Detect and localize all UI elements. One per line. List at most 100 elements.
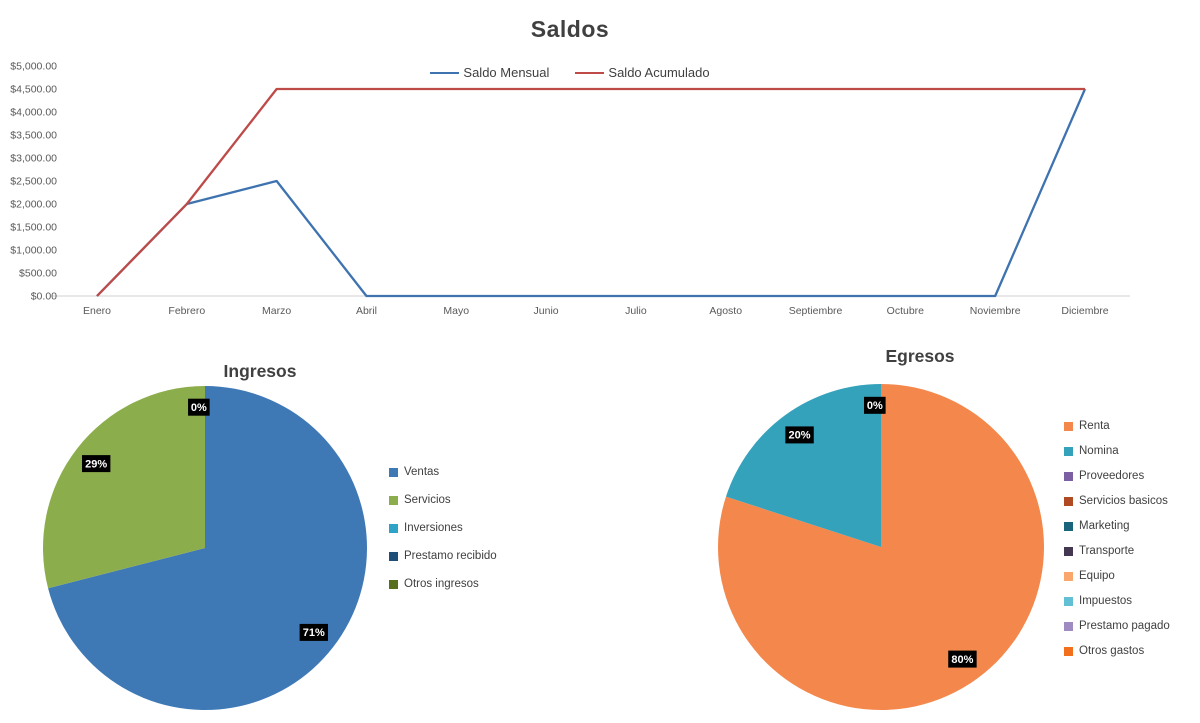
legend-item-inversiones[interactable]: Inversiones [389,522,497,534]
pie-data-label: 0% [864,396,886,414]
legend-swatch [389,467,398,477]
x-axis-label-abril: Abril [356,305,377,317]
pie-data-label: 80% [948,650,977,668]
legend-item-transporte[interactable]: Transporte [1064,545,1170,557]
legend-item-prestamo-recibido[interactable]: Prestamo recibido [389,550,497,562]
x-axis-label-marzo: Marzo [262,305,291,317]
legend-item-saldo-mensual[interactable]: Saldo Mensual [430,65,549,80]
legend-item-proveedores[interactable]: Proveedores [1064,470,1170,482]
legend-label: Prestamo recibido [404,550,497,562]
data-label-box [948,650,977,668]
legend-swatch [1064,571,1073,581]
x-axis-label-septiembre: Septiembre [789,305,843,317]
legend-label: Ventas [404,466,440,478]
legend-swatch [1064,546,1073,556]
pie-slice-renta[interactable] [717,384,1044,710]
data-label-box [299,623,329,641]
pie-data-label: 71% [299,623,329,641]
legend-item-servicios-basicos[interactable]: Servicios basicos [1064,495,1170,507]
series-line-saldo-mensual[interactable] [96,88,1087,298]
line-chart-title: Saldos [530,16,610,42]
legend-label: Impuestos [1079,595,1133,607]
x-axis-label-julio: Julio [625,305,647,317]
x-axis-label-mayo: Mayo [443,305,469,317]
data-label-text: 71% [303,627,325,639]
legend-label: Proveedores [1079,470,1145,482]
legend-label: Transporte [1079,545,1135,557]
legend-label: Servicios basicos [1079,495,1168,507]
y-axis-tick-label: $3,000.00 [10,153,57,165]
y-axis-tick-label: $4,000.00 [10,107,57,119]
egresos-pie-title: Egresos [885,346,955,366]
legend-swatch [1064,446,1073,456]
legend-swatch [1064,496,1073,506]
y-axis-tick-label: $4,500.00 [10,84,57,96]
legend-item-ventas[interactable]: Ventas [389,466,497,478]
series-line-saldo-acumulado[interactable] [96,87,1085,297]
legend-swatch [1064,421,1073,431]
data-label-text: 29% [85,458,107,470]
x-axis-label-junio: Junio [534,305,559,317]
data-label-box [81,455,111,473]
legend-label: Prestamo pagado [1079,620,1170,632]
legend-swatch [389,495,398,505]
legend-swatch [1064,646,1073,656]
y-axis-tick-label: $3,500.00 [10,130,57,142]
legend-label: Saldo Acumulado [608,65,710,80]
data-label-box [864,396,886,414]
ingresos-pie-legend[interactable]: Ventas Servicios Inversiones Prestamo recib… [389,466,497,590]
legend-item-marketing[interactable]: Marketing [1064,520,1170,532]
legend-label: Marketing [1079,520,1130,532]
legend-swatch [1064,621,1073,631]
x-axis-label-diciembre: Diciembre [1061,305,1108,317]
data-label-text: 0% [191,402,207,414]
legend-label: Otros ingresos [404,578,479,590]
x-axis-label-octubre: Octubre [887,305,925,317]
legend-label: Equipo [1079,570,1115,582]
legend-swatch [1064,521,1073,531]
legend-swatch [389,523,398,533]
egresos-pie-legend[interactable]: Renta Nomina Proveedores Servicios basicos M… [1064,420,1170,657]
legend-swatch [389,551,398,561]
legend-item-saldo-acumulado[interactable]: Saldo Acumulado [575,65,710,80]
legend-label: Nomina [1079,445,1119,457]
egresos-pie: 80% 20% 0% [717,384,1044,710]
data-label-box [188,398,210,416]
legend-label: Otros gastos [1079,645,1145,657]
legend-swatch [389,579,398,589]
legend-item-servicios[interactable]: Servicios [389,494,497,506]
legend-label: Servicios [404,494,451,506]
legend-line-swatch [430,71,460,74]
y-axis-tick-label: $2,500.00 [10,176,57,188]
pie-slice-servicios[interactable] [42,386,205,589]
ingresos-pie-title: Ingresos [223,361,297,381]
x-axis-label-enero: Enero [83,305,111,317]
y-axis-tick-label: $1,500.00 [10,222,57,234]
pie-slice-ventas[interactable] [48,386,367,711]
ingresos-pie: 71% 29% 0% [42,386,367,711]
pie-data-label: 0% [188,398,210,416]
y-axis-tick-label: $1,000.00 [10,245,57,257]
pie-slice-nomina[interactable] [725,384,881,547]
saldos-line-chart: $0.00 $500.00 $1,000.00 $1,500.00 $2,000.00 $… [10,61,1130,317]
y-axis-tick-label: $0.00 [31,291,57,303]
legend-line-swatch [575,71,605,74]
legend-label: Renta [1079,420,1110,432]
legend-item-equipo[interactable]: Equipo [1064,570,1170,582]
legend-item-otros-ingresos[interactable]: Otros ingresos [389,578,497,590]
legend-item-nomina[interactable]: Nomina [1064,445,1170,457]
data-label-box [785,426,814,444]
legend-item-prestamo-pagado[interactable]: Prestamo pagado [1064,620,1170,632]
legend-item-renta[interactable]: Renta [1064,420,1170,432]
x-axis-label-agosto: Agosto [709,305,742,317]
legend-label: Saldo Mensual [463,65,550,80]
legend-item-impuestos[interactable]: Impuestos [1064,595,1170,607]
pie-data-label: 20% [785,426,814,444]
y-axis-tick-label: $5,000.00 [10,61,57,73]
line-chart-legend[interactable]: Saldo Mensual Saldo Acumulado [0,65,1140,80]
data-label-text: 80% [951,654,973,666]
y-axis-tick-label: $500.00 [19,268,57,280]
legend-item-otros-gastos[interactable]: Otros gastos [1064,645,1170,657]
